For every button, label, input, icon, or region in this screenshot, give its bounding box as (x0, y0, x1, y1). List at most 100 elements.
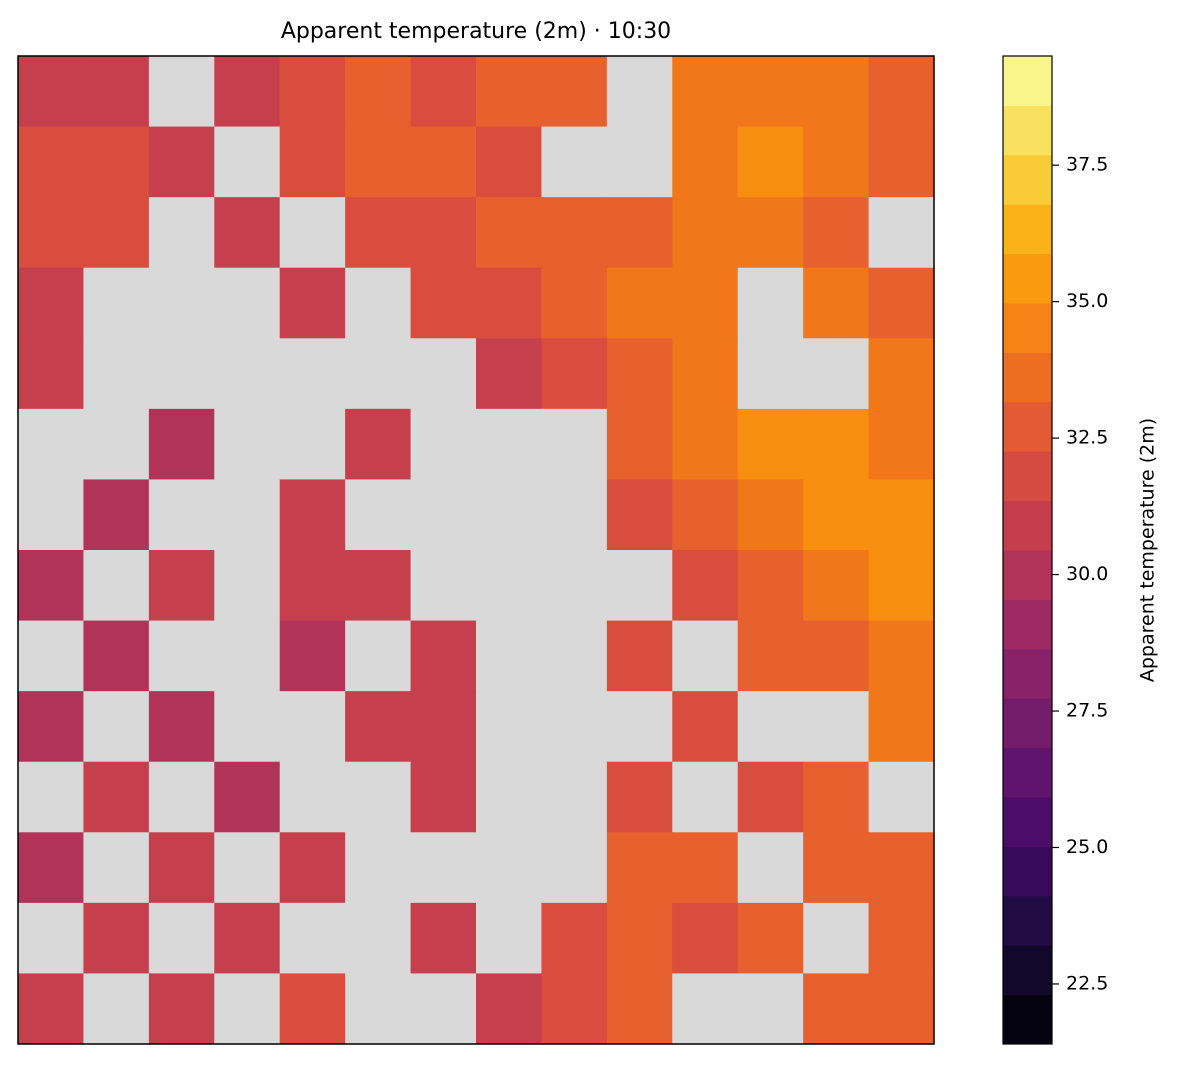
heat-cell (18, 338, 84, 410)
heat-cell (345, 56, 412, 128)
heat-cell (737, 761, 804, 833)
heat-cell (18, 267, 84, 339)
missing-cell (541, 691, 608, 763)
heat-cell (83, 479, 150, 551)
heat-cell (541, 267, 608, 339)
heat-cell (541, 197, 608, 269)
colorbar: 22.5 25.0 27.5 30.0 32.5 35.0 37.5 (1002, 55, 1108, 1045)
heat-cell (737, 408, 804, 480)
heat-cell (672, 479, 739, 551)
missing-cell (345, 479, 412, 551)
heat-cell (476, 197, 542, 269)
heat-cell (868, 479, 935, 551)
missing-cell (410, 550, 477, 622)
heat-cell (214, 902, 281, 974)
missing-cell (476, 832, 542, 904)
heat-cell (279, 973, 346, 1045)
missing-cell (803, 902, 870, 974)
heat-cell (83, 197, 150, 269)
missing-cell (148, 338, 215, 410)
colorbar-tick-label: 22.5 (1066, 972, 1108, 994)
missing-cell (541, 620, 608, 692)
missing-cell (214, 973, 281, 1045)
missing-cell (148, 620, 215, 692)
heat-cell (868, 620, 935, 692)
missing-cell (18, 761, 84, 833)
heat-cell (868, 56, 935, 128)
heat-cell (672, 56, 739, 128)
heat-cell (606, 197, 673, 269)
missing-cell (279, 338, 346, 410)
heat-cell (279, 56, 346, 128)
missing-cell (148, 761, 215, 833)
missing-cell (476, 550, 542, 622)
colorbar-band (1003, 500, 1052, 551)
heat-cell (18, 197, 84, 269)
colorbar-band (1003, 56, 1052, 106)
heat-cell (803, 761, 870, 833)
heat-cell (410, 761, 477, 833)
missing-cell (345, 338, 412, 410)
missing-cell (214, 832, 281, 904)
missing-cell (868, 197, 935, 269)
missing-cell (83, 338, 150, 410)
heat-cell (279, 267, 346, 339)
missing-cell (279, 691, 346, 763)
heat-cell (476, 126, 542, 198)
heat-cell (83, 126, 150, 198)
heat-cell (148, 832, 215, 904)
missing-cell (606, 126, 673, 198)
colorbar-band (1003, 895, 1052, 946)
missing-cell (541, 832, 608, 904)
heat-cell (410, 691, 477, 763)
heat-cell (18, 973, 84, 1045)
missing-cell (476, 902, 542, 974)
colorbar-band (1003, 401, 1052, 452)
heat-cell (541, 338, 608, 410)
missing-cell (410, 338, 477, 410)
heat-cell (410, 620, 477, 692)
missing-cell (148, 197, 215, 269)
colorbar-tick-label: 30.0 (1066, 563, 1108, 585)
missing-cell (279, 408, 346, 480)
heat-cell (410, 267, 477, 339)
heat-cell (83, 902, 150, 974)
missing-cell (672, 973, 739, 1045)
heat-cell (672, 267, 739, 339)
heat-cell (345, 550, 412, 622)
missing-cell (345, 902, 412, 974)
heat-cell (672, 197, 739, 269)
missing-cell (345, 973, 412, 1045)
missing-cell (214, 267, 281, 339)
colorbar-tick-label: 37.5 (1066, 154, 1108, 176)
heat-cell (737, 126, 804, 198)
missing-cell (148, 902, 215, 974)
colorbar-band (1003, 105, 1052, 156)
missing-cell (737, 973, 804, 1045)
heat-cell (737, 56, 804, 128)
heat-cell (606, 338, 673, 410)
missing-cell (148, 267, 215, 339)
missing-cell (476, 761, 542, 833)
heat-cell (18, 691, 84, 763)
missing-cell (214, 691, 281, 763)
missing-cell (541, 761, 608, 833)
heat-cell (476, 56, 542, 128)
missing-cell (410, 973, 477, 1045)
heat-cell (868, 832, 935, 904)
colorbar-band (1003, 352, 1052, 403)
missing-cell (672, 620, 739, 692)
heat-cell (148, 691, 215, 763)
heat-cell (868, 902, 935, 974)
heat-cell (803, 197, 870, 269)
missing-cell (541, 479, 608, 551)
missing-cell (83, 550, 150, 622)
missing-cell (541, 408, 608, 480)
colorbar-band (1003, 846, 1052, 897)
missing-cell (148, 56, 215, 128)
heat-cell (803, 267, 870, 339)
heat-cell (803, 620, 870, 692)
heat-cell (803, 550, 870, 622)
heat-cell (148, 408, 215, 480)
